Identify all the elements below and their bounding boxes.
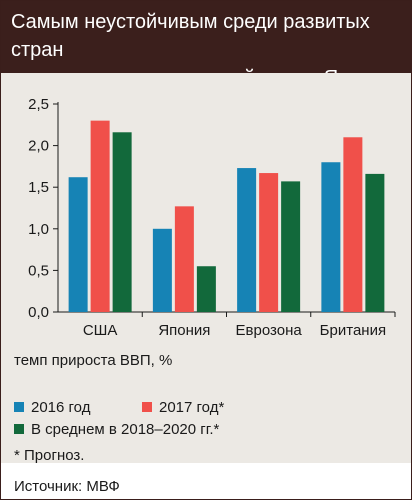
bar [321, 162, 341, 312]
legend-swatch-2016 [14, 402, 24, 412]
legend-label-2018-2020: В среднем в 2018–2020 гг.* [31, 420, 220, 438]
legend-label-2016: 2016 год [31, 398, 91, 416]
legend-label-2017: 2017 год* [159, 398, 225, 416]
y-tick-label: 1,0 [28, 221, 49, 238]
y-axis-caption: темп прироста ВВП, % [14, 352, 173, 369]
bar [281, 181, 301, 312]
x-category-label: США [83, 322, 118, 339]
y-tick-label: 0,0 [28, 304, 49, 321]
source-note: Источник: МВФ [14, 478, 120, 495]
y-tick-label: 0,5 [28, 262, 49, 279]
x-category-label: Япония [158, 322, 210, 339]
y-tick-label: 2,5 [28, 96, 49, 113]
y-tick-label: 1,5 [28, 179, 49, 196]
legend-item-2016: 2016 год [14, 397, 90, 417]
forecast-footnote: * Прогноз. [14, 447, 85, 464]
x-category-label: Британия [320, 322, 386, 339]
bar [237, 168, 257, 312]
x-category-label: Еврозона [236, 322, 303, 339]
bar [196, 266, 216, 312]
legend-item-2018-2020: В среднем в 2018–2020 гг.* [14, 419, 219, 439]
bar [152, 228, 172, 312]
bar [90, 120, 110, 312]
legend-item-2017: 2017 год* [142, 397, 224, 417]
bar [112, 132, 132, 312]
y-tick-label: 2,0 [28, 138, 49, 155]
bar [68, 177, 88, 312]
bar [343, 137, 363, 312]
legend-swatch-2017 [142, 402, 152, 412]
bar [259, 173, 279, 312]
bar [365, 173, 385, 312]
legend-swatch-2018-2020 [14, 424, 24, 434]
bar [174, 206, 194, 312]
